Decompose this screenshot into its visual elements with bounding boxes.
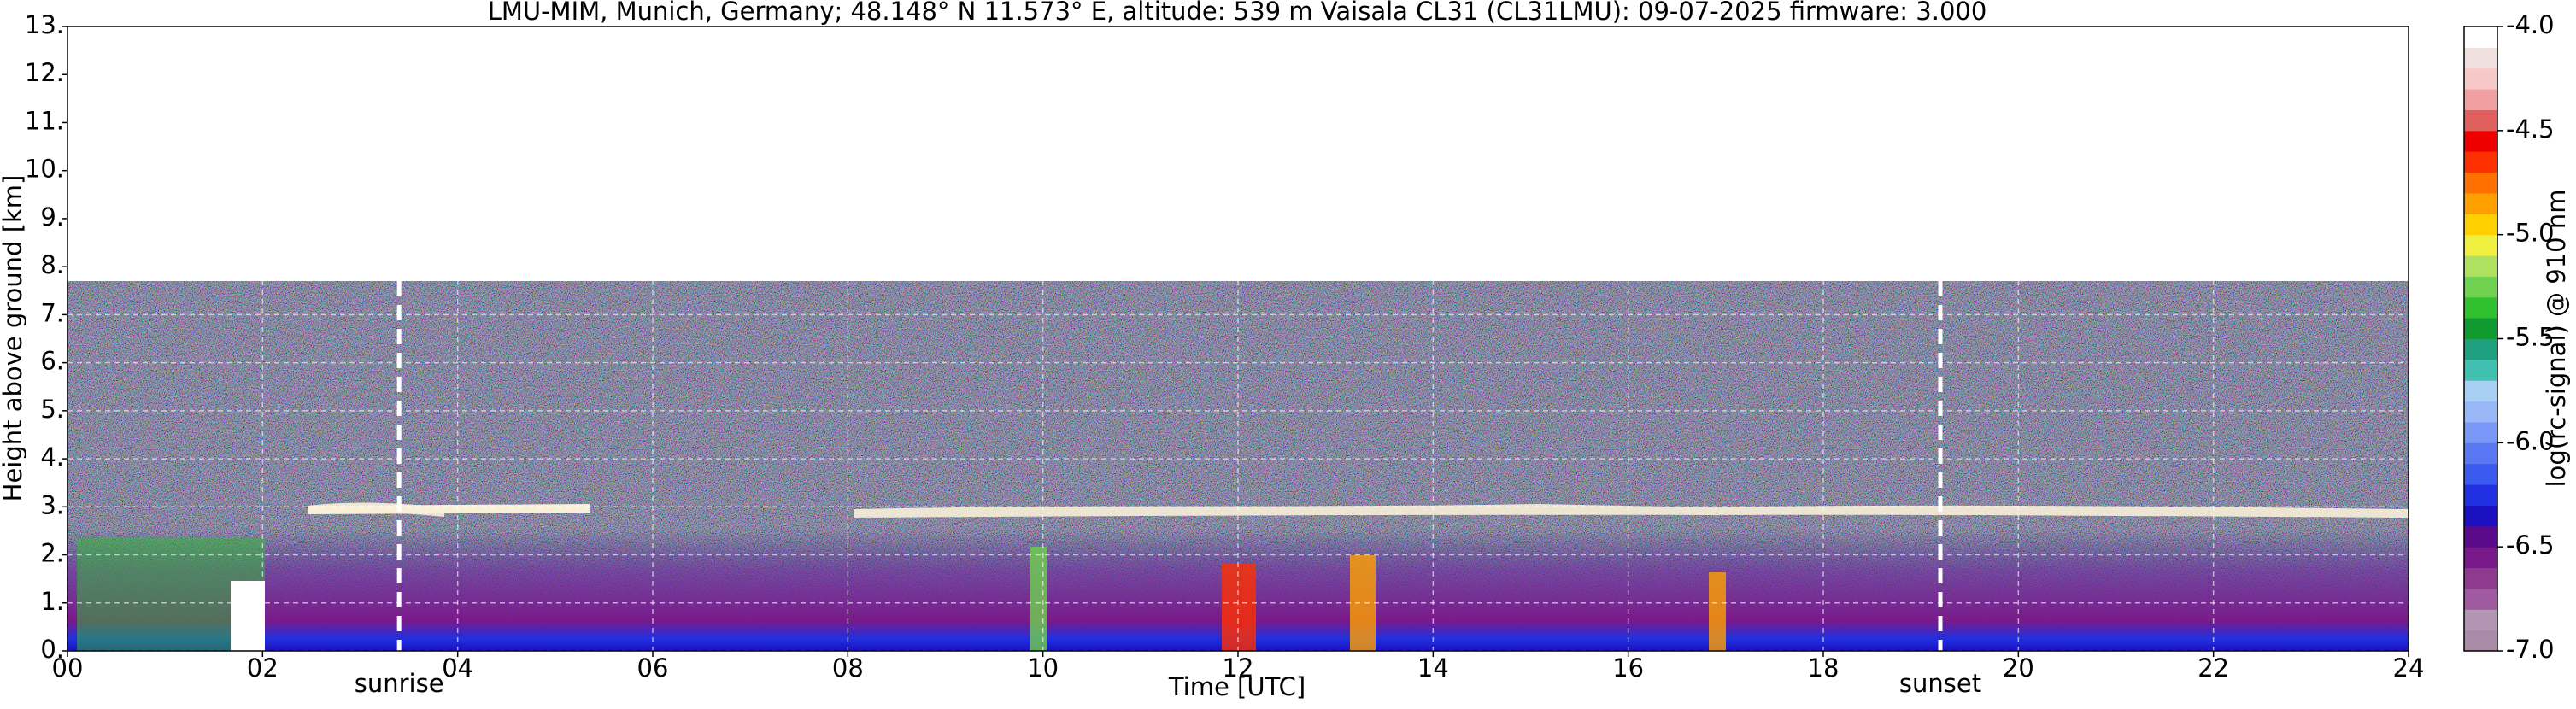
y-tick-label: 6. bbox=[40, 347, 64, 376]
y-tick-label: 11. bbox=[25, 106, 64, 135]
colorbar-band bbox=[2464, 401, 2497, 423]
annotation-label: sunrise bbox=[355, 669, 444, 698]
y-tick-label: 5. bbox=[40, 395, 64, 424]
y-tick-label: 7. bbox=[40, 298, 64, 327]
x-tick-label: 06 bbox=[637, 653, 669, 683]
colorbar-band bbox=[2464, 380, 2497, 402]
colorbar-band bbox=[2464, 89, 2497, 110]
colorbar-tick-label: -4.0 bbox=[2506, 10, 2555, 39]
colorbar-band bbox=[2464, 255, 2497, 277]
colorbar-tick-label: -6.0 bbox=[2506, 426, 2555, 455]
colorbar-band bbox=[2464, 463, 2497, 485]
colorbar-band bbox=[2464, 588, 2497, 610]
colorbar-band bbox=[2464, 214, 2497, 236]
y-tick-label: 4. bbox=[40, 442, 64, 472]
colorbar-band bbox=[2464, 276, 2497, 298]
y-tick-label: 3. bbox=[40, 490, 64, 519]
colorbar-tick-label: -5.0 bbox=[2506, 219, 2555, 248]
low-cloud bbox=[1350, 555, 1376, 651]
colorbar-band bbox=[2464, 192, 2497, 214]
colorbar-tick-label: -6.5 bbox=[2506, 530, 2555, 560]
colorbar-band bbox=[2464, 318, 2497, 339]
y-tick-label: 12. bbox=[25, 58, 64, 87]
colorbar-band bbox=[2464, 109, 2497, 132]
colorbar-band bbox=[2464, 525, 2497, 548]
x-tick-label: 18 bbox=[1808, 653, 1840, 683]
x-tick-label: 20 bbox=[2003, 653, 2034, 683]
y-tick-label: 9. bbox=[40, 202, 64, 231]
colorbar-band bbox=[2464, 67, 2497, 90]
colorbar-band bbox=[2464, 26, 2497, 48]
cloud-layer bbox=[308, 504, 590, 514]
colorbar-band bbox=[2464, 151, 2497, 173]
y-tick-label: 2. bbox=[40, 539, 64, 568]
heatmap-area bbox=[67, 26, 2409, 651]
colorbar-tick-label: -4.5 bbox=[2506, 114, 2555, 144]
x-tick-label: 10 bbox=[1027, 653, 1059, 683]
y-tick-label: 1. bbox=[40, 587, 64, 616]
colorbar-band bbox=[2464, 505, 2497, 527]
colorbar-frame bbox=[2463, 26, 2498, 652]
low-cloud bbox=[1030, 547, 1047, 651]
plot-frame bbox=[67, 26, 2409, 652]
colorbar-band bbox=[2464, 547, 2497, 569]
x-tick-label: 14 bbox=[1417, 653, 1449, 683]
y-tick-label: 13. bbox=[25, 10, 64, 39]
x-tick-label: 08 bbox=[832, 653, 864, 683]
colorbar-band bbox=[2464, 609, 2497, 631]
colorbar-band bbox=[2464, 484, 2497, 506]
colorbar-band bbox=[2464, 442, 2497, 465]
colorbar-band bbox=[2464, 630, 2497, 652]
x-tick-label: 24 bbox=[2393, 653, 2425, 683]
colorbar-band bbox=[2464, 296, 2497, 319]
colorbar-band bbox=[2464, 421, 2497, 443]
low-cloud bbox=[231, 581, 265, 651]
colorbar-band bbox=[2464, 338, 2497, 360]
annotation-label: sunset bbox=[1899, 669, 1981, 698]
x-tick-label: 00 bbox=[52, 653, 84, 683]
colorbar-tick-label: -7.0 bbox=[2506, 635, 2555, 664]
colorbar-label: log(rc-signal) @ 910 nm bbox=[2542, 190, 2571, 488]
y-tick-label: 10. bbox=[25, 155, 64, 184]
x-tick-label: 04 bbox=[442, 653, 473, 683]
x-tick-label: 12 bbox=[1223, 653, 1254, 683]
y-tick-label: 0. bbox=[40, 635, 64, 664]
colorbar-band bbox=[2464, 234, 2497, 256]
y-axis-label: Height above ground [km] bbox=[0, 175, 27, 502]
low-cloud bbox=[1709, 572, 1726, 651]
colorbar-band bbox=[2464, 359, 2497, 381]
colorbar-band bbox=[2464, 47, 2497, 69]
colorbar-band bbox=[2464, 172, 2497, 194]
y-tick-label: 8. bbox=[40, 250, 64, 279]
x-tick-label: 02 bbox=[247, 653, 279, 683]
colorbar-tick-label: -5.5 bbox=[2506, 323, 2555, 352]
colorbar-band bbox=[2464, 130, 2497, 152]
colorbar-band bbox=[2464, 567, 2497, 589]
x-tick-label: 22 bbox=[2198, 653, 2229, 683]
x-axis-label: Time [UTC] bbox=[1168, 672, 1306, 701]
low-cloud bbox=[1222, 564, 1256, 651]
x-tick-label: 16 bbox=[1612, 653, 1644, 683]
chart-title: LMU-MIM, Munich, Germany; 48.148° N 11.5… bbox=[488, 0, 1987, 26]
